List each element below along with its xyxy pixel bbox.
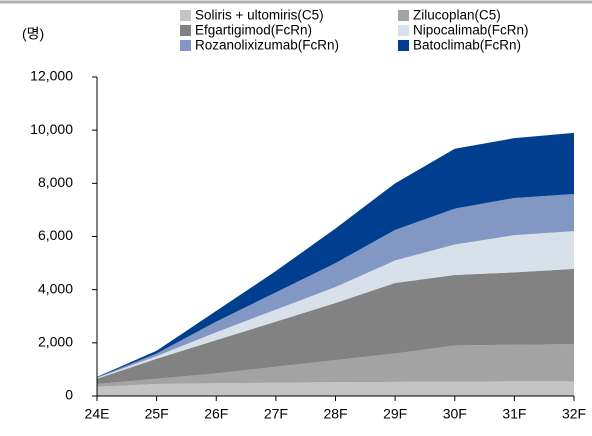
y-tick-label: 0 xyxy=(65,387,73,403)
legend-label: Efgartigimod(FcRn) xyxy=(195,23,312,38)
area xyxy=(97,268,574,385)
legend-label: Soliris + ultomiris(C5) xyxy=(195,8,324,23)
legend: Soliris + ultomiris(C5) Zilucoplan(C5) Efg… xyxy=(180,8,529,53)
x-tick-label: 26F xyxy=(204,406,228,422)
x-tick-label: 32F xyxy=(562,406,586,422)
area xyxy=(97,193,574,378)
legend-swatch xyxy=(180,25,191,36)
x-tick-label: 27F xyxy=(264,406,288,422)
legend-swatch xyxy=(180,40,191,51)
x-tick-label: 28F xyxy=(323,406,347,422)
area xyxy=(97,231,574,379)
x-tick-label: 30F xyxy=(443,406,467,422)
y-tick-label: 6,000 xyxy=(38,227,73,243)
legend-label: Zilucoplan(C5) xyxy=(413,8,501,23)
legend-swatch xyxy=(398,25,409,36)
y-tick-label: 12,000 xyxy=(30,68,73,84)
x-tick-label: 24E xyxy=(85,406,110,422)
y-tick-label: 2,000 xyxy=(38,334,73,350)
y-axis-label: (명) xyxy=(22,26,44,42)
legend-swatch xyxy=(398,40,409,51)
legend-label: Rozanolixizumab(FcRn) xyxy=(195,38,339,53)
legend-swatch xyxy=(398,10,409,21)
x-tick-label: 25F xyxy=(145,406,169,422)
legend-swatch xyxy=(180,10,191,21)
y-tick-label: 8,000 xyxy=(38,174,73,190)
areas xyxy=(97,132,574,396)
y-tick-label: 10,000 xyxy=(30,121,73,137)
y-tick-label: 4,000 xyxy=(38,280,73,296)
x-tick-label: 29F xyxy=(383,406,407,422)
x-tick-label: 31F xyxy=(502,406,526,422)
area xyxy=(97,381,574,396)
area xyxy=(97,344,574,387)
legend-label: Batoclimab(FcRn) xyxy=(413,38,521,53)
area xyxy=(97,132,574,378)
legend-label: Nipocalimab(FcRn) xyxy=(413,23,529,38)
axes: 0 2,000 4,000 6,000 8,000 10,000 12,000 24E 25F 2… xyxy=(30,68,586,422)
